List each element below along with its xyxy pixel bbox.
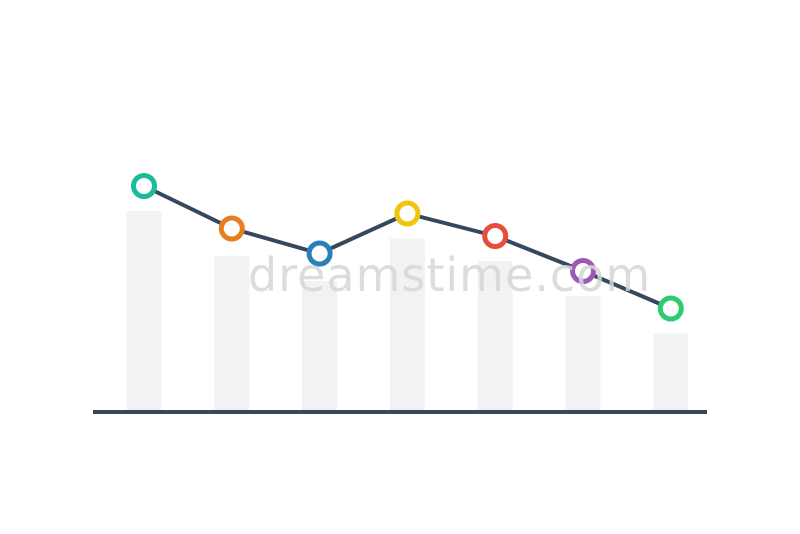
point-marker-6 — [570, 258, 596, 284]
point-marker-3 — [306, 240, 333, 267]
bar-7 — [653, 333, 689, 411]
bar-2 — [214, 256, 250, 411]
bar-6 — [565, 296, 601, 411]
point-marker-1 — [131, 173, 157, 199]
point-marker-5 — [482, 223, 509, 249]
bar-4 — [389, 238, 425, 411]
point-marker-2 — [218, 215, 245, 242]
point-marker-4 — [394, 200, 421, 227]
bar-3 — [302, 281, 338, 411]
bar-1 — [126, 211, 162, 411]
bar-5 — [477, 261, 513, 411]
point-marker-7 — [657, 295, 684, 322]
watermark: dreamstime.com — [248, 248, 652, 302]
